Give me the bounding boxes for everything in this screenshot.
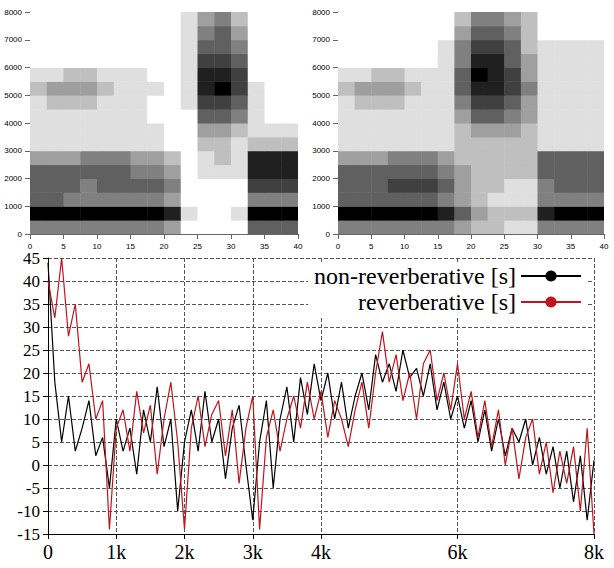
svg-text:1000: 1000 [4,202,22,211]
svg-text:30: 30 [533,242,542,251]
svg-text:5: 5 [61,242,66,251]
svg-text:8000: 8000 [312,8,330,17]
svg-text:5000: 5000 [312,91,330,100]
svg-text:2000: 2000 [4,174,22,183]
svg-text:-5: -5 [26,479,40,498]
svg-text:0: 0 [32,456,41,475]
svg-text:45: 45 [23,249,40,268]
svg-text:reverberative [s]: reverberative [s] [358,289,516,315]
svg-text:0: 0 [326,230,331,239]
svg-text:5: 5 [32,433,41,452]
svg-text:5000: 5000 [4,91,22,100]
svg-text:10: 10 [93,242,102,251]
svg-text:0: 0 [28,242,33,251]
svg-text:5: 5 [369,242,374,251]
svg-text:20: 20 [467,242,476,251]
svg-text:8k: 8k [584,541,604,563]
svg-text:2000: 2000 [312,174,330,183]
svg-text:2k: 2k [175,541,195,563]
svg-text:0: 0 [43,541,53,563]
svg-text:10: 10 [400,242,409,251]
svg-text:40: 40 [23,272,40,291]
svg-text:-15: -15 [17,525,40,544]
svg-text:30: 30 [23,318,40,337]
svg-text:non-reverberative [s]: non-reverberative [s] [314,263,516,289]
svg-text:7000: 7000 [312,35,330,44]
svg-text:3000: 3000 [4,146,22,155]
svg-text:3000: 3000 [312,146,330,155]
svg-text:0: 0 [18,230,23,239]
svg-text:25: 25 [193,242,202,251]
svg-text:15: 15 [23,387,40,406]
svg-text:35: 35 [566,242,575,251]
svg-text:25: 25 [23,341,40,360]
svg-text:15: 15 [433,242,442,251]
svg-text:-10: -10 [17,502,40,521]
svg-text:20: 20 [23,364,40,383]
svg-text:4000: 4000 [312,119,330,128]
svg-text:25: 25 [500,242,509,251]
svg-text:6000: 6000 [4,63,22,72]
svg-text:4k: 4k [311,541,331,563]
svg-text:30: 30 [227,242,236,251]
svg-text:35: 35 [23,295,40,314]
svg-text:0: 0 [336,242,341,251]
svg-text:20: 20 [160,242,169,251]
svg-text:1000: 1000 [312,202,330,211]
svg-text:1k: 1k [106,541,126,563]
svg-text:40: 40 [600,242,609,251]
svg-text:15: 15 [126,242,135,251]
svg-text:8000: 8000 [4,8,22,17]
svg-text:7000: 7000 [4,35,22,44]
svg-text:4000: 4000 [4,119,22,128]
svg-text:3k: 3k [243,541,263,563]
svg-text:40: 40 [294,242,303,251]
svg-text:35: 35 [260,242,269,251]
svg-text:6k: 6k [448,541,468,563]
svg-text:10: 10 [23,410,40,429]
svg-text:6000: 6000 [312,63,330,72]
